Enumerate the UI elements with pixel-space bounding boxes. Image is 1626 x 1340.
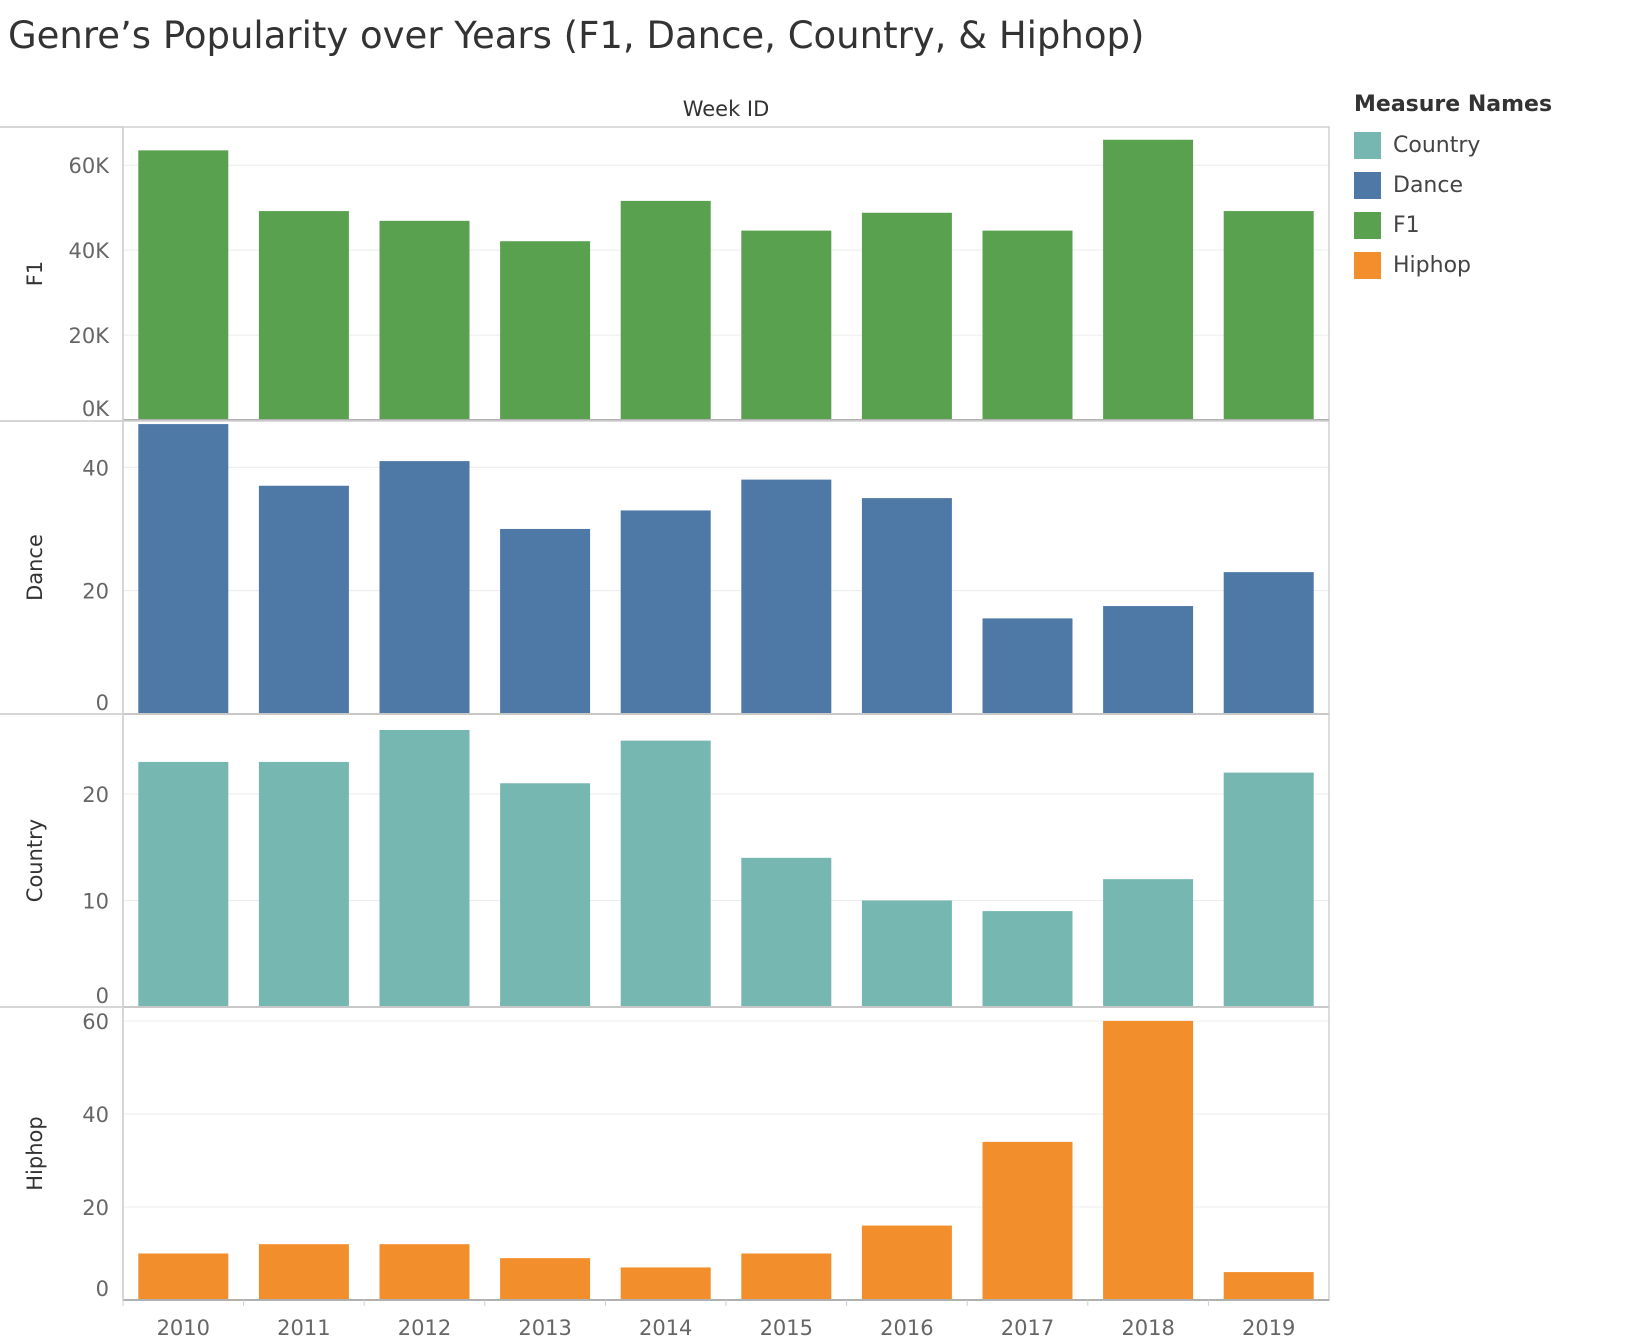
legend-item-dance[interactable]: Dance [1354, 165, 1552, 205]
x-tick-label-2019: 2019 [1242, 1316, 1295, 1340]
dance-tick-label: 40 [82, 456, 109, 480]
hiphop-bar-2012 [379, 1244, 470, 1300]
hiphop-bar-2014 [620, 1267, 711, 1300]
legend-swatch [1354, 251, 1381, 279]
hiphop-bar-2010 [138, 1253, 229, 1300]
country-bar-2018 [1103, 879, 1194, 1007]
country-tick-label: 0 [96, 984, 109, 1008]
f1-tick-label: 60K [69, 154, 111, 178]
x-axis-title: Week ID [683, 97, 770, 121]
legend-swatch [1354, 131, 1381, 159]
bar-chart: Week ID 0K 20K 40K 60K F1 0 20 40 Dance 0 10 20 Count… [0, 97, 1330, 1340]
hiphop-tick-label: 20 [82, 1196, 109, 1220]
dance-bar-2018 [1103, 606, 1194, 714]
dance-bar-2016 [861, 498, 952, 714]
legend-swatch [1354, 171, 1381, 199]
country-bar-2016 [861, 900, 952, 1007]
hiphop-tick-label: 40 [82, 1103, 109, 1127]
country-bar-2017 [982, 911, 1073, 1007]
f1-bar-2011 [258, 211, 349, 420]
country-bar-2013 [500, 783, 591, 1007]
x-tick-label-2012: 2012 [398, 1316, 451, 1340]
country-tick-label: 20 [82, 783, 109, 807]
dance-bar-2012 [379, 461, 470, 714]
x-tick-label-2010: 2010 [157, 1316, 210, 1340]
f1-bar-2016 [861, 212, 952, 420]
f1-row-label: F1 [23, 261, 47, 286]
dance-bar-2019 [1223, 572, 1314, 714]
x-tick-label-2017: 2017 [1001, 1316, 1054, 1340]
f1-bar-2012 [379, 220, 470, 420]
dance-bar-2011 [258, 485, 349, 714]
dance-tick-label: 20 [82, 580, 109, 604]
legend-label: Dance [1393, 172, 1463, 198]
f1-bar-2013 [500, 241, 591, 420]
dance-bar-2010 [138, 424, 229, 714]
f1-bar-2014 [620, 200, 711, 420]
x-tick-label-2015: 2015 [760, 1316, 813, 1340]
legend-swatch [1354, 211, 1381, 239]
hiphop-row-label: Hiphop [23, 1116, 47, 1190]
hiphop-bar-2017 [982, 1141, 1073, 1300]
f1-bar-2010 [138, 150, 229, 420]
hiphop-bar-2019 [1223, 1272, 1314, 1300]
legend-label: Hiphop [1393, 252, 1471, 278]
hiphop-tick-label: 60 [82, 1010, 109, 1034]
f1-bar-2017 [982, 230, 1073, 420]
dance-bar-2017 [982, 618, 1073, 714]
chart-title: Genre’s Popularity over Years (F1, Dance… [8, 14, 1145, 57]
hiphop-bar-2016 [861, 1225, 952, 1300]
hiphop-bar-2013 [500, 1258, 591, 1300]
f1-tick-label: 0K [82, 397, 110, 421]
x-tick-label-2011: 2011 [277, 1316, 330, 1340]
legend[interactable]: Measure Names Country Dance F1 Hiphop [1354, 92, 1552, 285]
legend-items: Country Dance F1 Hiphop [1354, 125, 1552, 285]
legend-item-f1[interactable]: F1 [1354, 205, 1552, 245]
x-tick-label-2016: 2016 [880, 1316, 933, 1340]
dance-tick-label: 0 [96, 691, 109, 715]
legend-item-country[interactable]: Country [1354, 125, 1552, 165]
f1-tick-label: 20K [69, 324, 111, 348]
hiphop-tick-label: 0 [96, 1277, 109, 1301]
legend-label: Country [1393, 132, 1481, 158]
dance-bar-2015 [741, 479, 832, 714]
country-bar-2014 [620, 740, 711, 1007]
hiphop-bar-2011 [258, 1244, 349, 1300]
f1-bar-2015 [741, 230, 832, 420]
country-bar-2012 [379, 729, 470, 1007]
f1-tick-label: 40K [69, 239, 111, 263]
country-bar-2019 [1223, 772, 1314, 1007]
legend-item-hiphop[interactable]: Hiphop [1354, 245, 1552, 285]
dance-bar-2013 [500, 528, 591, 714]
country-bar-2010 [138, 761, 229, 1007]
x-tick-label-2018: 2018 [1121, 1316, 1174, 1340]
legend-title: Measure Names [1354, 92, 1553, 117]
country-tick-label: 10 [82, 889, 109, 913]
f1-bar-2019 [1223, 211, 1314, 420]
country-row-label: Country [23, 819, 47, 902]
f1-bar-2018 [1103, 139, 1194, 420]
country-bar-2011 [258, 761, 349, 1007]
x-tick-label-2014: 2014 [639, 1316, 692, 1340]
dance-bar-2014 [620, 510, 711, 714]
legend-label: F1 [1393, 212, 1420, 238]
x-tick-label-2013: 2013 [518, 1316, 571, 1340]
hiphop-bar-2018 [1103, 1020, 1194, 1300]
dance-row-label: Dance [23, 534, 47, 601]
hiphop-bar-2015 [741, 1253, 832, 1300]
country-bar-2015 [741, 857, 832, 1007]
